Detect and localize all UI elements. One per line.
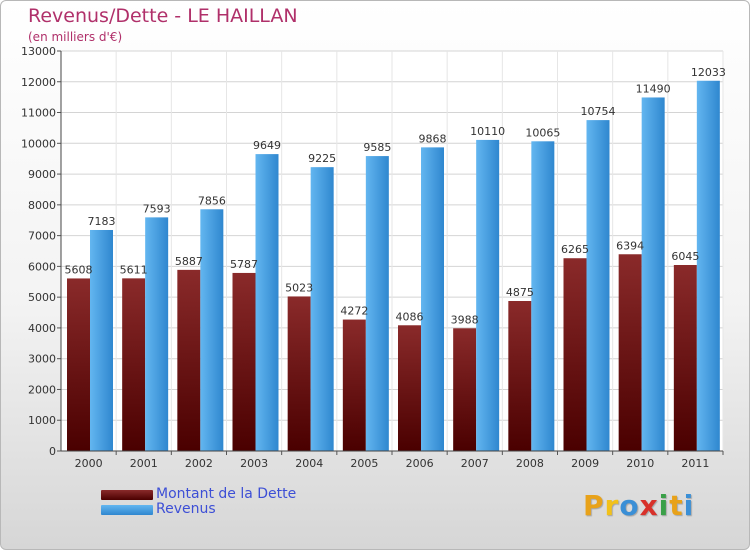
x-tick-label: 2001: [130, 457, 158, 470]
bar-debt: [563, 258, 587, 451]
y-tick-label: 11000: [21, 107, 56, 120]
legend-label-revenue: Revenus: [156, 501, 216, 517]
y-tick-label: 0: [49, 445, 56, 458]
bar-debt: [398, 325, 421, 451]
y-tick-label: 6000: [28, 260, 56, 273]
y-tick-label: 7000: [28, 230, 56, 243]
bar-debt: [673, 265, 697, 451]
bar-revenue: [255, 154, 279, 451]
data-label-revenue: 9868: [419, 132, 447, 145]
bar-debt: [618, 254, 642, 451]
data-label-revenue: 9649: [253, 139, 281, 152]
y-tick-label: 12000: [21, 76, 56, 89]
bar-debt: [177, 269, 201, 451]
bar-revenue: [310, 167, 334, 451]
bar-revenue: [90, 229, 113, 451]
bar-revenue: [696, 80, 720, 451]
bar-revenue: [476, 139, 500, 451]
x-tick-label: 2009: [571, 457, 599, 470]
x-tick-label: 2010: [626, 457, 654, 470]
x-tick-label: 2005: [350, 457, 378, 470]
bar-debt: [453, 328, 477, 451]
x-tick-label: 2002: [185, 457, 213, 470]
logo-letter: x: [639, 489, 659, 522]
y-tick-label: 9000: [28, 168, 56, 181]
legend-swatch-revenue: [101, 505, 153, 515]
bar-revenue: [586, 120, 610, 451]
data-label-debt: 6394: [616, 239, 644, 252]
data-label-debt: 4272: [340, 305, 368, 318]
bar-debt: [508, 301, 532, 451]
y-tick-label: 8000: [28, 199, 56, 212]
y-tick-label: 13000: [21, 45, 56, 58]
data-label-debt: 4875: [506, 286, 534, 299]
logo-letter: P: [583, 489, 605, 522]
data-label-revenue: 10110: [470, 125, 505, 138]
bar-revenue: [641, 97, 665, 451]
x-tick-label: 2007: [461, 457, 489, 470]
data-label-debt: 5023: [285, 281, 313, 294]
bar-debt: [122, 278, 146, 451]
data-label-revenue: 11490: [636, 82, 671, 95]
y-tick-label: 4000: [28, 322, 56, 335]
y-tick-label: 3000: [28, 353, 56, 366]
bar-debt: [342, 319, 366, 451]
data-label-revenue: 9225: [308, 152, 336, 165]
bar-revenue: [531, 141, 555, 452]
data-label-revenue: 10754: [581, 105, 616, 118]
data-label-debt: 6045: [671, 250, 699, 263]
x-tick-label: 2000: [75, 457, 103, 470]
x-tick-label: 2006: [406, 457, 434, 470]
data-label-debt: 4086: [396, 310, 424, 323]
logo-letter: o: [619, 489, 640, 522]
data-label-revenue: 10065: [525, 126, 560, 139]
data-label-revenue: 12033: [691, 66, 726, 79]
y-tick-label: 2000: [28, 383, 56, 396]
data-label-debt: 5787: [230, 258, 258, 271]
logo-letter: i: [683, 489, 695, 522]
bar-debt: [67, 278, 90, 451]
data-label-debt: 3988: [451, 313, 479, 326]
x-tick-label: 2008: [516, 457, 544, 470]
legend-label-debt: Montant de la Dette: [156, 486, 297, 502]
bar-layer: [67, 80, 720, 452]
bar-revenue: [421, 147, 444, 451]
y-tick-label: 10000: [21, 137, 56, 150]
bar-revenue: [365, 156, 389, 452]
y-tick-label: 5000: [28, 291, 56, 304]
axis-layer: 0 1000 2000 3000 4000 5000 6000 7000 8000 9000 100…: [21, 45, 724, 470]
chart-title: Revenus/Dette - LE HAILLAN: [28, 5, 298, 27]
logo-letter: t: [669, 489, 684, 522]
data-label-debt: 5611: [120, 263, 148, 276]
proxiti-logo: Proxiti: [583, 489, 694, 522]
data-label-revenue: 7183: [88, 215, 116, 228]
chart-subtitle: (en milliers d'€): [28, 30, 123, 44]
data-label-debt: 5887: [175, 255, 203, 268]
grid-layer: [60, 50, 724, 452]
data-label-debt: 5608: [65, 263, 93, 276]
y-tick-label: 1000: [28, 414, 56, 427]
bar-revenue: [200, 209, 224, 451]
x-tick-label: 2004: [295, 457, 323, 470]
data-label-revenue: 7856: [198, 194, 226, 207]
legend-swatch-debt: [101, 490, 153, 500]
logo-letter: r: [604, 489, 620, 522]
data-label-revenue: 7593: [143, 202, 171, 215]
label-layer: 5608 7183 5611 7593 5887 7856 5787 9649 5023 9225…: [65, 66, 726, 327]
bar-debt: [287, 296, 311, 451]
bar-revenue: [145, 217, 169, 451]
bar-debt: [232, 272, 256, 451]
x-tick-label: 2011: [681, 457, 709, 470]
logo-letter: i: [658, 489, 670, 522]
data-label-debt: 6265: [561, 243, 589, 256]
data-label-revenue: 9585: [363, 141, 391, 154]
x-tick-label: 2003: [240, 457, 268, 470]
